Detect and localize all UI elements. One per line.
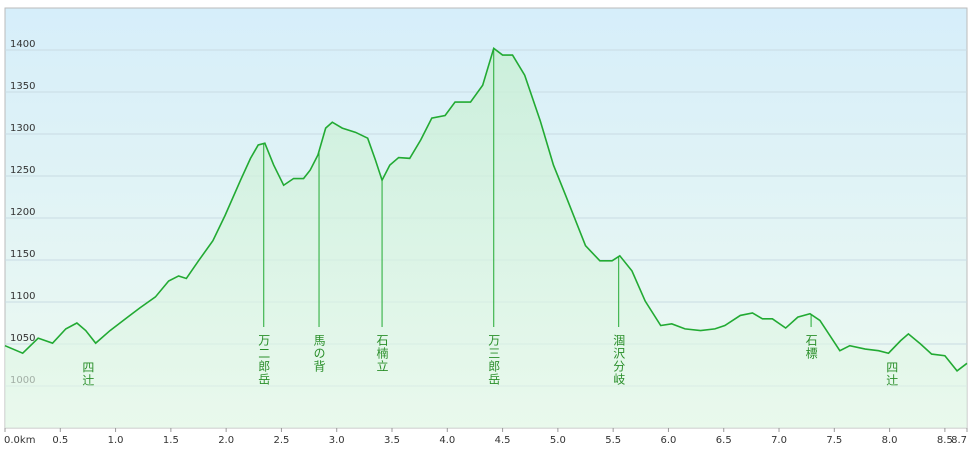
x-tick-label: 1.0 bbox=[108, 435, 124, 446]
waypoint-label: 涸沢分岐 bbox=[612, 334, 626, 386]
y-tick-label: 1200 bbox=[10, 207, 35, 218]
x-tick-label: 7.0 bbox=[771, 435, 787, 446]
area-fill bbox=[5, 48, 967, 428]
y-tick-label: 1350 bbox=[10, 81, 35, 92]
y-tick-label: 1050 bbox=[10, 333, 35, 344]
x-tick-label: 3.5 bbox=[384, 435, 400, 446]
y-tick-label: 1300 bbox=[10, 123, 35, 134]
x-tick-label: 2.5 bbox=[273, 435, 289, 446]
y-tick-label: 1100 bbox=[10, 291, 35, 302]
x-tick-label: 5.5 bbox=[605, 435, 621, 446]
y-tick-label: 1150 bbox=[10, 249, 35, 260]
x-tick-label: 7.5 bbox=[826, 435, 842, 446]
x-tick-label: 6.0 bbox=[660, 435, 676, 446]
waypoint-label: 四辻 bbox=[81, 361, 95, 387]
x-tick-label: 0.5 bbox=[52, 435, 68, 446]
y-tick-label: 1400 bbox=[10, 39, 35, 50]
x-tick-label: 5.0 bbox=[550, 435, 566, 446]
waypoint-label: 万二郎岳 bbox=[257, 334, 271, 386]
x-tick-label: 3.0 bbox=[329, 435, 345, 446]
x-tick-label: 6.5 bbox=[716, 435, 732, 446]
x-tick-label: 8.0 bbox=[882, 435, 898, 446]
waypoint-label: 馬の背 bbox=[312, 334, 326, 373]
profile-line bbox=[4, 46, 968, 372]
y-tick-label: 1250 bbox=[10, 165, 35, 176]
x-tick-label: 2.0 bbox=[218, 435, 234, 446]
x-tick-label: 1.5 bbox=[163, 435, 179, 446]
waypoint-label: 万三郎岳 bbox=[487, 334, 501, 386]
waypoint-label: 四辻 bbox=[885, 361, 899, 387]
x-tick-label: 8.7 bbox=[951, 435, 967, 446]
x-tick-label: 4.5 bbox=[495, 435, 511, 446]
x-tick-label: 0.0km bbox=[4, 435, 35, 446]
waypoint-label: 石楠立 bbox=[375, 334, 389, 373]
x-tick-label: 8.5 bbox=[937, 435, 953, 446]
x-tick-label: 4.0 bbox=[439, 435, 455, 446]
waypoint-label: 石標 bbox=[804, 334, 818, 360]
